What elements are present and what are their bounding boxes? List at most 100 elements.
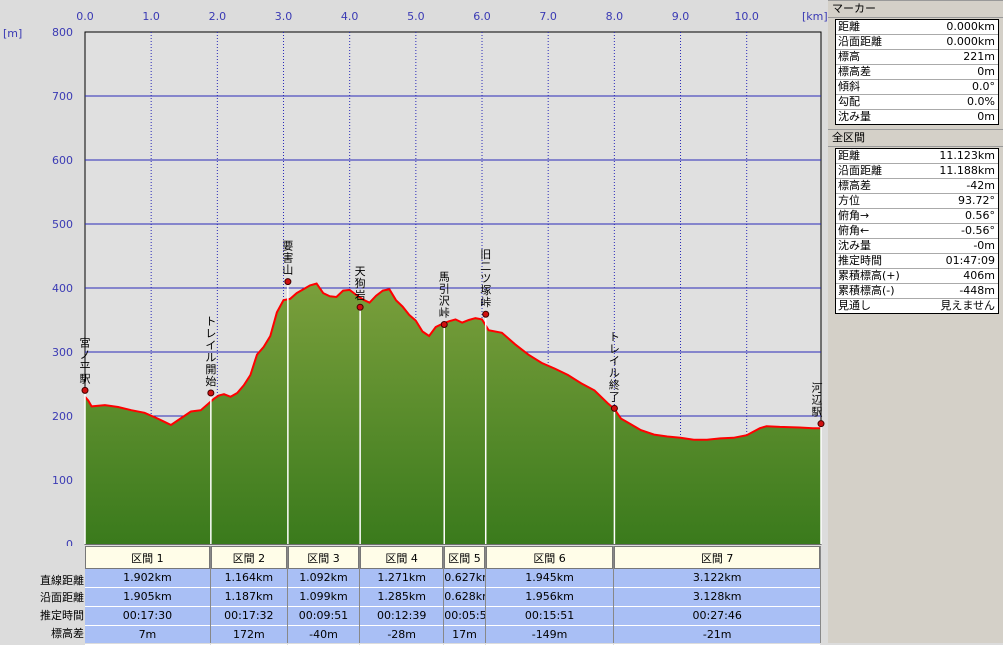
y-tick-label: 100 (52, 474, 73, 487)
total-panel-row: 累積標高(+) 406m (836, 269, 998, 284)
panel-row-label: 沿面距離 (838, 35, 882, 48)
waypoint-label: 岩 (355, 288, 366, 302)
waypoint-label: 二 (480, 260, 491, 273)
y-tick-label: 700 (52, 90, 73, 103)
waypoint-label: 峠 (480, 295, 491, 309)
panel-row-label: 推定時間 (838, 254, 882, 267)
total-table: 距離 11.123km 沿面距離 11.188km 標高差 -42m 方位 93.72° 俯角→… (835, 148, 999, 314)
waypoint-label: 害 (282, 251, 293, 265)
elevation-profile-chart[interactable]: 0.0 1.0 2.0 3.0 4.0 5.0 6.0 7.0 8.0 9.0 10.0 0 100 2… (0, 0, 828, 546)
segment-header: 区間 5 (444, 546, 485, 569)
x-tick-label: 10.0 (734, 10, 759, 23)
panel-row-value: -42m (966, 179, 995, 192)
waypoint-label: ノ (80, 348, 91, 361)
segment-elev-value: 7m (85, 626, 210, 645)
waypoint-label: 平 (80, 360, 91, 373)
waypoint-marker (482, 310, 490, 318)
segment-column[interactable]: 区間 4 1.271km 1.285km 00:12:39 -28m (360, 546, 445, 645)
x-tick-label: 0.0 (76, 10, 94, 23)
panel-row-value: 221m (963, 50, 995, 63)
segment-direct-value: 1.945km (485, 569, 614, 588)
x-axis-ticks: 0.0 1.0 2.0 3.0 4.0 5.0 6.0 7.0 8.0 9.0 10.0 (76, 10, 759, 23)
profile-line (84, 282, 821, 441)
x-tick-label: 5.0 (407, 10, 425, 23)
marker-panel-row: 距離 0.000km (836, 20, 998, 35)
y-tick-label: 600 (52, 154, 73, 167)
waypoint-label: 了 (609, 390, 620, 403)
panel-row-value: 11.123km (939, 149, 995, 162)
segment-elev-value: -28m (360, 626, 444, 645)
waypoint-label: イ (205, 339, 216, 352)
segment-column[interactable]: 区間 3 1.092km 1.099km 00:09:51 -40m (287, 546, 361, 645)
panel-row-value: 93.72° (958, 194, 995, 207)
panel-row-label: 俯角→ (838, 209, 870, 222)
waypoint-label: 河 (812, 382, 823, 395)
marker-table: 距離 0.000km 沿面距離 0.000km 標高 221m 標高差 0m 傾斜 0.0° 勾配 0… (835, 19, 999, 125)
total-panel-row: 俯角→ 0.56° (836, 209, 998, 224)
segment-elev-value: -21m (614, 626, 820, 645)
panel-row-value: 11.188km (939, 164, 995, 177)
waypoint-marker (817, 420, 825, 428)
waypoint-label: 終 (609, 377, 620, 391)
panel-row-value: -0m (973, 239, 995, 252)
segment-column[interactable]: 区間 2 1.164km 1.187km 00:17:32 172m (210, 546, 288, 645)
total-panel-row: 見通し 見えません (836, 299, 998, 313)
y-tick-label: 500 (52, 218, 73, 231)
total-panel-row: 累積標高(-) -448m (836, 284, 998, 299)
waypoint-label: 沢 (439, 293, 450, 307)
panel-row-value: 0.0° (972, 80, 995, 93)
segment-elev-value: -149m (485, 626, 614, 645)
total-panel-row: 距離 11.123km (836, 149, 998, 164)
x-tick-label: 1.0 (142, 10, 160, 23)
waypoint-label: 駅 (812, 406, 823, 419)
panel-row-label: 俯角← (838, 224, 870, 237)
panel-row-value: -448m (959, 284, 995, 297)
panel-row-label: 勾配 (838, 95, 860, 108)
marker-panel-row: 標高 221m (836, 50, 998, 65)
panel-row-value: 見えません (940, 299, 995, 312)
y-tick-label: 800 (52, 26, 73, 39)
segment-elev-value: -40m (287, 626, 360, 645)
y-tick-label: 400 (52, 282, 73, 295)
waypoint-label: 宮 (80, 335, 91, 349)
segment-time-value: 00:17:30 (85, 607, 210, 626)
marker-panel-row: 勾配 0.0% (836, 95, 998, 110)
waypoint-label: ツ (480, 272, 491, 285)
waypoint-label: 始 (205, 374, 216, 388)
segment-header: 区間 2 (210, 546, 287, 569)
waypoint-marker (610, 404, 618, 412)
waypoint-marker (356, 303, 364, 311)
panel-row-value: -0.56° (961, 224, 995, 237)
terrain-fill (85, 283, 821, 544)
marker-panel-title: マーカー (828, 0, 1003, 18)
segment-column[interactable]: 区間 1 1.902km 1.905km 00:17:30 7m (85, 546, 211, 645)
segment-direct-value: 1.271km (360, 569, 444, 588)
waypoint-label: 旧 (480, 248, 491, 261)
segment-surface-value: 1.187km (210, 588, 287, 607)
panel-row-label: 沈み量 (838, 110, 871, 123)
waypoint-label: レ (205, 327, 216, 340)
segment-surface-value: 1.956km (485, 588, 614, 607)
panel-row-value: 01:47:09 (945, 254, 995, 267)
x-axis-unit: [km] (802, 10, 828, 23)
segment-summary-table: 直線距離 沿面距離 推定時間 標高差 区間 1 1.902km 1.905km 00:… (0, 546, 828, 645)
segment-elev-value: 17m (444, 626, 485, 645)
waypoint-label: 天 (355, 265, 366, 278)
waypoint-marker (81, 386, 89, 394)
panel-row-value: 0.000km (946, 20, 995, 33)
segment-column[interactable]: 区間 6 1.945km 1.956km 00:15:51 -149m (485, 546, 615, 645)
panel-row-value: 406m (963, 269, 995, 282)
x-tick-label: 4.0 (341, 10, 359, 23)
terrain-area (84, 282, 821, 544)
panel-row-label: 標高差 (838, 179, 871, 192)
panel-row-value: 0.000km (946, 35, 995, 48)
panel-row-label: 沈み量 (838, 239, 871, 252)
x-tick-label: 7.0 (539, 10, 557, 23)
x-tick-label: 2.0 (209, 10, 227, 23)
segment-column[interactable]: 区間 50.627km0.628km00:05:5617m (444, 546, 486, 645)
segment-column[interactable]: 区間 7 3.122km 3.128km 00:27:46 -21m (614, 546, 821, 645)
panel-row-label: 標高 (838, 50, 860, 63)
waypoint-label: 塚 (480, 284, 491, 297)
panel-row-value: 0m (977, 110, 995, 123)
marker-panel-row: 沈み量 0m (836, 110, 998, 124)
